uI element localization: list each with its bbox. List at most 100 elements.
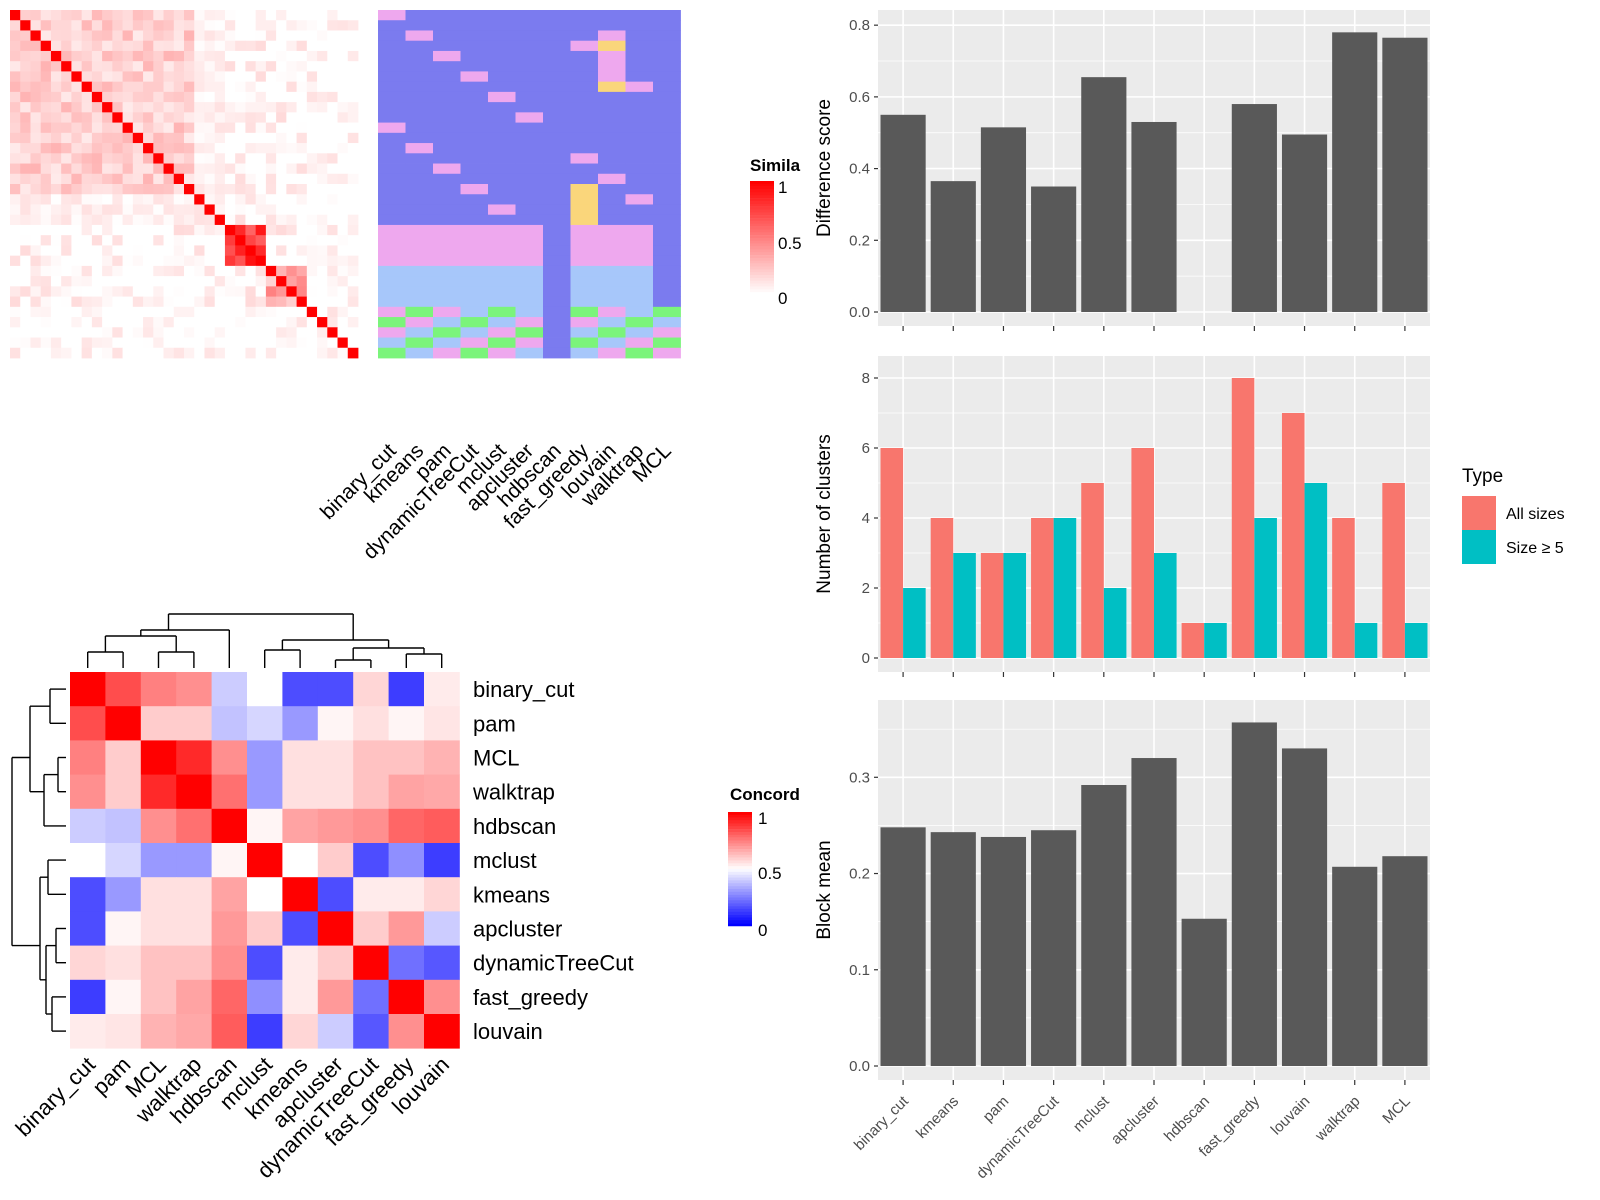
membership-cell <box>433 153 461 164</box>
similarity-cell <box>132 71 144 83</box>
similarity-cell <box>286 255 297 267</box>
similarity-cell <box>112 112 123 123</box>
similarity-cell <box>214 112 226 123</box>
membership-cell <box>488 153 516 164</box>
membership-cell <box>543 112 571 123</box>
similarity-cell <box>214 91 226 103</box>
similarity-cell <box>265 337 277 349</box>
membership-cell <box>598 10 626 21</box>
similarity-cell <box>40 30 52 42</box>
similarity-cell <box>30 296 42 308</box>
similarity-cell <box>245 61 257 72</box>
similarity-cell <box>245 143 257 154</box>
similarity-cell <box>214 30 226 42</box>
bar <box>1332 32 1378 313</box>
membership-cell <box>378 81 406 93</box>
similarity-legend-swatch <box>750 223 774 227</box>
similarity-cell <box>276 317 287 328</box>
similarity-cell <box>132 122 144 134</box>
membership-cell <box>653 296 681 308</box>
similarity-cell <box>245 265 257 277</box>
y-tick-label: 6 <box>862 440 870 457</box>
membership-cell <box>488 40 516 52</box>
similarity-cell <box>30 20 42 31</box>
membership-cell <box>378 91 406 103</box>
similarity-cell <box>276 10 287 21</box>
membership-cell <box>433 91 461 103</box>
membership-cell <box>653 265 681 277</box>
concordance-cell <box>211 706 248 741</box>
similarity-cell <box>10 71 21 83</box>
bar-size-ge-5 <box>1053 518 1077 658</box>
similarity-cell <box>153 163 164 175</box>
membership-cell <box>570 102 599 113</box>
similarity-cell <box>204 163 216 175</box>
similarity-cell <box>30 91 42 103</box>
concordance-legend-swatch <box>728 843 752 847</box>
similarity-cell <box>81 306 93 318</box>
similarity-cell <box>153 245 164 257</box>
similarity-cell <box>214 306 226 318</box>
similarity-cell <box>102 296 113 308</box>
membership-cell <box>653 317 681 328</box>
similarity-cell <box>61 153 72 164</box>
membership-cell <box>488 112 516 123</box>
membership-cell <box>653 255 681 267</box>
y-tick-label: 0 <box>862 650 870 667</box>
membership-cell <box>598 71 626 83</box>
x-tick-label: MCL <box>1379 1093 1413 1127</box>
membership-cell <box>653 276 681 287</box>
similarity-cell <box>81 173 93 185</box>
similarity-cell <box>163 306 175 318</box>
similarity-cell <box>81 224 93 236</box>
similarity-cell <box>194 347 205 359</box>
similarity-cell <box>224 102 236 113</box>
similarity-cell <box>91 317 103 328</box>
concordance-cell <box>388 911 425 946</box>
similarity-cell <box>245 153 257 164</box>
similarity-cell <box>102 276 113 287</box>
similarity-cell <box>50 102 62 113</box>
membership-cell <box>405 71 434 83</box>
similarity-cell <box>102 143 113 154</box>
similarity-cell <box>153 50 164 62</box>
y-axis-title: Block mean <box>814 840 835 939</box>
similarity-cell <box>347 153 359 164</box>
similarity-cell <box>10 306 21 318</box>
bar-all-sizes <box>1231 378 1255 658</box>
similarity-cell <box>143 204 154 216</box>
similarity-cell <box>30 204 42 216</box>
membership-cell <box>378 102 406 113</box>
similarity-cell <box>276 347 287 359</box>
similarity-cell <box>224 143 236 154</box>
similarity-cell <box>184 30 195 42</box>
similarity-cell <box>286 102 297 113</box>
similarity-cell <box>20 235 31 246</box>
similarity-cell <box>173 112 185 123</box>
similarity-cell <box>235 296 246 308</box>
concordance-legend-swatch <box>728 883 752 887</box>
similarity-legend-tick-1: 1 <box>778 178 787 197</box>
similarity-cell <box>317 112 328 123</box>
similarity-cell <box>153 184 164 195</box>
similarity-legend-swatch <box>750 289 774 293</box>
similarity-cell <box>214 102 226 113</box>
similarity-cell <box>153 153 164 164</box>
similarity-cell <box>255 71 267 83</box>
similarity-cell <box>204 194 216 205</box>
similarity-cell <box>286 276 297 287</box>
membership-cell <box>653 71 681 83</box>
concordance-cell <box>388 672 425 707</box>
membership-cell <box>460 184 489 195</box>
similarity-cell <box>265 143 277 154</box>
similarity-cell <box>306 194 318 205</box>
concordance-cell <box>424 877 460 912</box>
similarity-cell <box>132 327 144 338</box>
similarity-cell <box>194 30 205 42</box>
similarity-cell <box>245 71 257 83</box>
similarity-cell <box>327 173 338 185</box>
similarity-cell <box>347 102 359 113</box>
membership-cell <box>598 317 626 328</box>
concordance-cell <box>70 979 106 1015</box>
similarity-cell <box>91 71 103 83</box>
